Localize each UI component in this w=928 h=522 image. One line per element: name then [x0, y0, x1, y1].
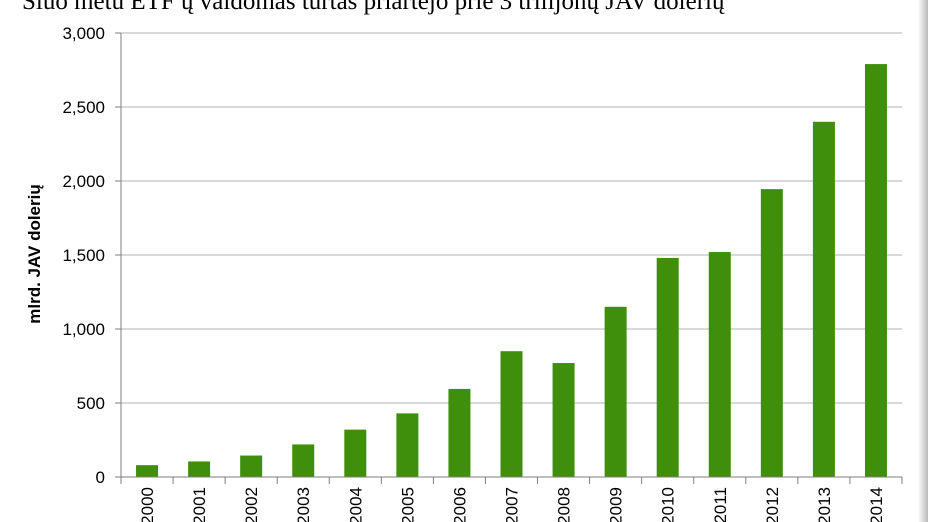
axes — [115, 32, 903, 484]
bar-2008 — [552, 363, 575, 477]
x-tick-label: 2008 — [555, 487, 574, 522]
bar-2002 — [240, 455, 263, 477]
x-tick-label: 2006 — [450, 487, 469, 522]
x-tick-label: 2002 — [242, 487, 261, 522]
x-tick-label: 2004 — [346, 487, 365, 522]
bar-2001 — [188, 461, 211, 477]
bar-2006 — [448, 388, 471, 477]
bars — [136, 64, 887, 478]
x-tick-label: 2007 — [503, 487, 522, 522]
y-axis-title: mlrd. JAV dolerių — [25, 184, 44, 324]
y-tick-label: 0 — [96, 468, 105, 487]
x-tick-label: 2014 — [867, 487, 886, 522]
grid-lines — [121, 32, 902, 404]
y-tick-label: 1,000 — [62, 320, 105, 339]
x-tick-label: 2009 — [607, 487, 626, 522]
x-tick-label: 2012 — [763, 487, 782, 522]
y-tick-label: 500 — [77, 394, 105, 413]
x-tick-labels: 2000 2001 2002 2003 2004 2005 2006 2007 2008 2009… — [138, 487, 886, 522]
x-tick-label: 2005 — [398, 487, 417, 522]
x-tick-label: 2003 — [294, 487, 313, 522]
x-tick-label: 2013 — [815, 487, 834, 522]
chart-title: Šiuo metu ETF ų valdomas turtas priartėj… — [22, 0, 725, 15]
x-tick-label: 2011 — [711, 487, 730, 522]
bar-2014 — [864, 64, 887, 477]
bar-2005 — [396, 413, 419, 477]
y-tick-labels: 0 500 1,000 1,500 2,000 2,500 3,000 — [62, 24, 105, 487]
bar-2000 — [136, 465, 159, 477]
bar-2012 — [760, 189, 783, 477]
bar-2004 — [344, 429, 367, 477]
y-tick-label: 2,500 — [62, 98, 105, 117]
y-tick-label: 3,000 — [62, 24, 105, 43]
x-tick-label: 2001 — [190, 487, 209, 522]
x-tick-label: 2010 — [659, 487, 678, 522]
bar-2009 — [604, 306, 627, 477]
y-tick-label: 2,000 — [62, 172, 105, 191]
bar-2007 — [500, 351, 523, 477]
bar-2013 — [812, 121, 835, 478]
y-tick-label: 1,500 — [62, 246, 105, 265]
bar-2010 — [656, 257, 679, 477]
bar-2003 — [292, 444, 315, 477]
x-tick-label: 2000 — [138, 487, 157, 522]
bar-2011 — [708, 252, 731, 477]
